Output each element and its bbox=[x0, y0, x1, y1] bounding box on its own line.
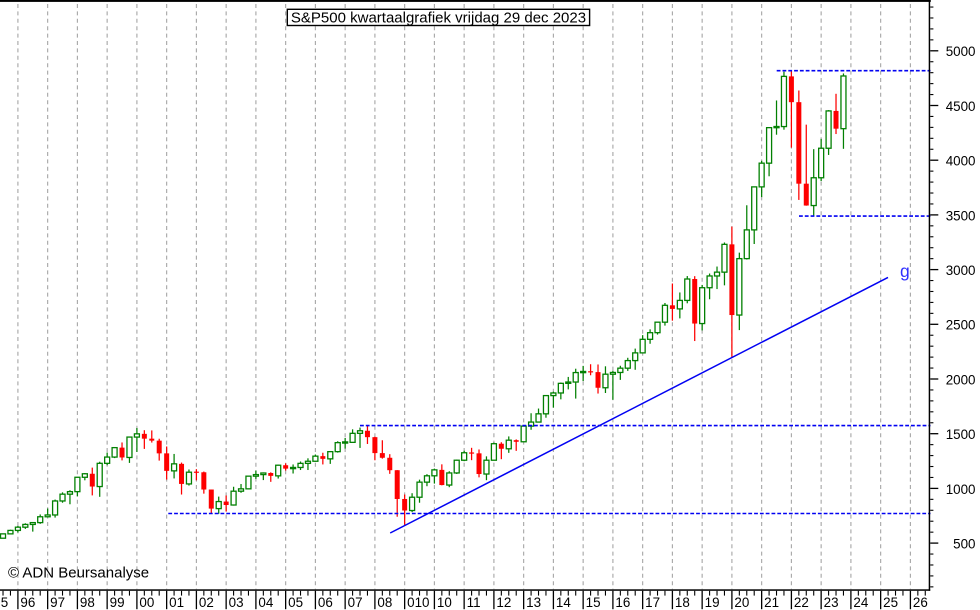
svg-text:08: 08 bbox=[377, 595, 392, 610]
svg-text:3500: 3500 bbox=[946, 208, 976, 223]
svg-text:11: 11 bbox=[467, 595, 481, 610]
svg-text:19: 19 bbox=[705, 595, 720, 610]
svg-text:17: 17 bbox=[645, 595, 660, 610]
svg-text:24: 24 bbox=[853, 595, 868, 610]
svg-text:1500: 1500 bbox=[946, 427, 976, 442]
svg-text:12: 12 bbox=[496, 595, 511, 610]
svg-text:S&P500 kwartaalgrafiek vrijdag: S&P500 kwartaalgrafiek vrijdag 29 dec 20… bbox=[291, 10, 586, 27]
svg-text:99: 99 bbox=[110, 595, 125, 610]
svg-text:98: 98 bbox=[80, 595, 95, 610]
svg-text:18: 18 bbox=[675, 595, 690, 610]
svg-text:20: 20 bbox=[734, 595, 749, 610]
svg-text:2000: 2000 bbox=[946, 372, 976, 387]
svg-text:5: 5 bbox=[1, 595, 8, 610]
svg-text:1000: 1000 bbox=[946, 482, 976, 497]
svg-text:00: 00 bbox=[139, 595, 154, 610]
svg-text:500: 500 bbox=[953, 537, 975, 552]
svg-text:4500: 4500 bbox=[946, 99, 976, 114]
svg-text:21: 21 bbox=[764, 595, 779, 610]
svg-text:01: 01 bbox=[169, 595, 184, 610]
svg-text:97: 97 bbox=[50, 595, 65, 610]
svg-text:5000: 5000 bbox=[946, 44, 976, 59]
svg-text:07: 07 bbox=[348, 595, 363, 610]
svg-text:g: g bbox=[900, 261, 910, 281]
svg-text:05: 05 bbox=[288, 595, 303, 610]
svg-text:25: 25 bbox=[883, 595, 898, 610]
svg-text:13: 13 bbox=[526, 595, 541, 610]
svg-text:03: 03 bbox=[229, 595, 244, 610]
svg-text:16: 16 bbox=[615, 595, 630, 610]
svg-text:26: 26 bbox=[913, 595, 928, 610]
svg-text:3000: 3000 bbox=[946, 263, 976, 278]
svg-text:2500: 2500 bbox=[946, 318, 976, 333]
svg-text:06: 06 bbox=[318, 595, 333, 610]
svg-text:14: 14 bbox=[556, 595, 571, 610]
svg-text:© ADN Beursanalyse: © ADN Beursanalyse bbox=[8, 564, 149, 581]
svg-text:10: 10 bbox=[437, 595, 452, 610]
svg-text:010: 010 bbox=[407, 595, 429, 610]
svg-text:04: 04 bbox=[258, 595, 273, 610]
svg-text:15: 15 bbox=[586, 595, 601, 610]
svg-text:4000: 4000 bbox=[946, 154, 976, 169]
svg-text:02: 02 bbox=[199, 595, 214, 610]
svg-text:22: 22 bbox=[794, 595, 809, 610]
svg-text:96: 96 bbox=[20, 595, 35, 610]
svg-text:23: 23 bbox=[824, 595, 839, 610]
